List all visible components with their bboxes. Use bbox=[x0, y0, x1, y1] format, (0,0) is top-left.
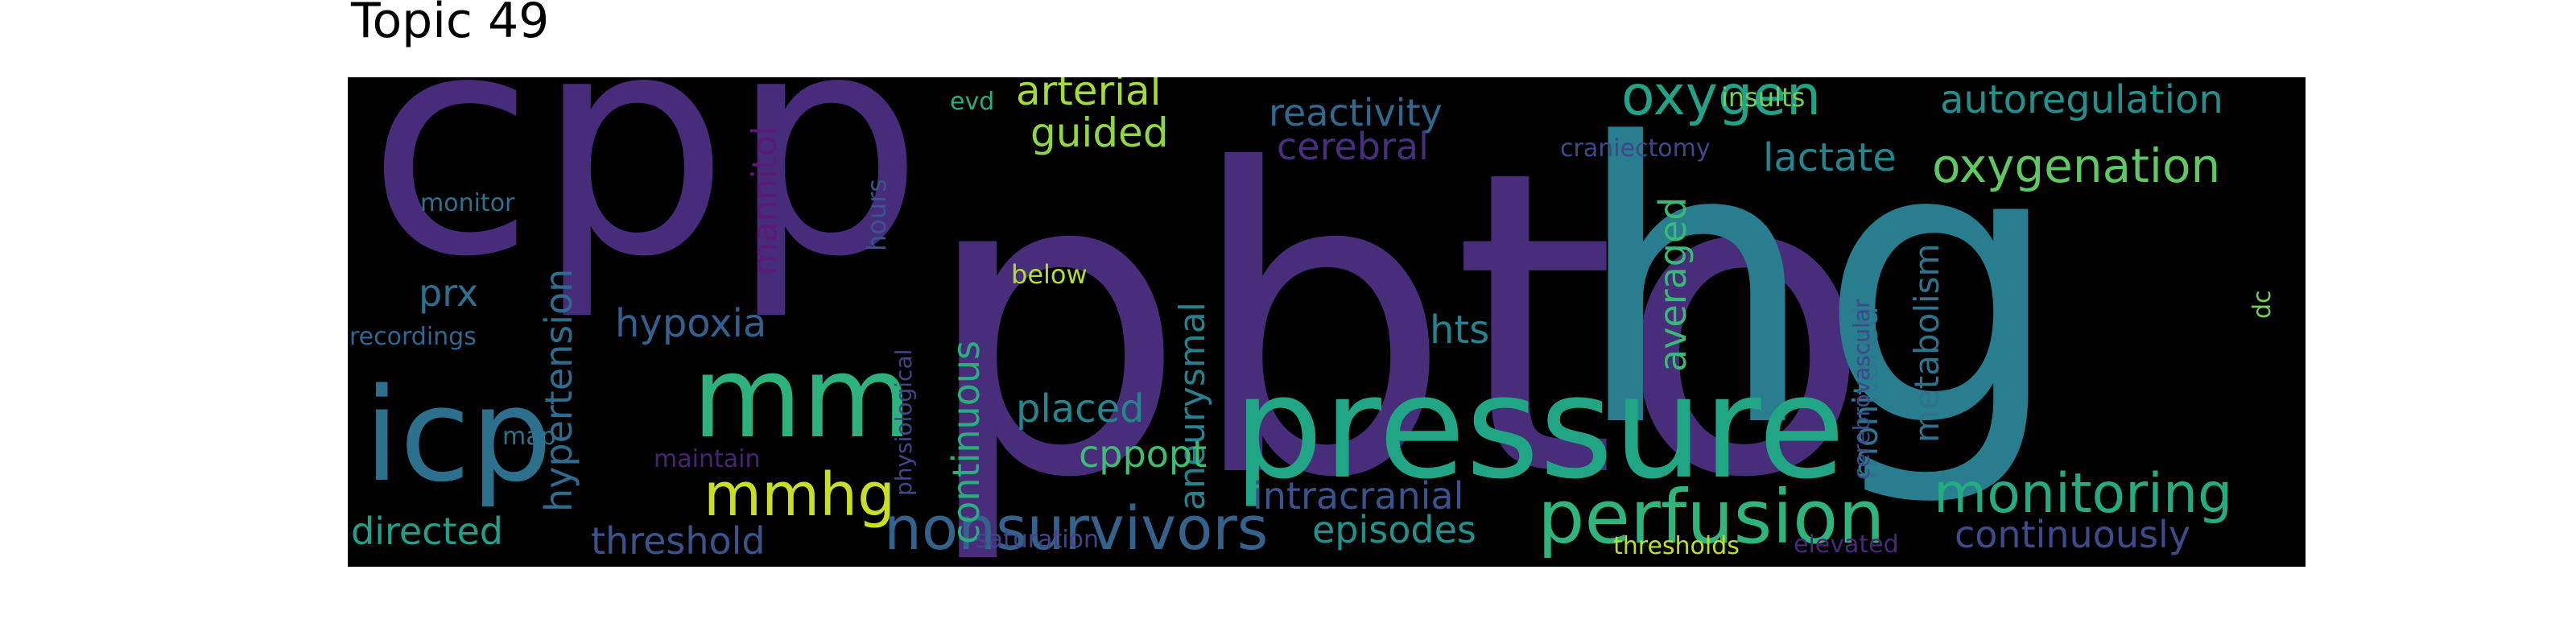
figure-title: Topic 49 bbox=[351, 0, 550, 49]
word-hts: hts bbox=[1430, 308, 1489, 353]
word-monitoring: monitoring bbox=[1934, 462, 2232, 526]
word-hours: hours bbox=[861, 179, 892, 251]
word-cppopt: cppopt bbox=[1079, 432, 1207, 476]
word-pbto: pbto bbox=[921, 81, 1872, 567]
word-elevated: elevated bbox=[1794, 530, 1899, 559]
word-dc: dc bbox=[2248, 290, 2277, 319]
word-evd: evd bbox=[950, 88, 994, 116]
word-prx: prx bbox=[419, 271, 478, 315]
word-averaged: averaged bbox=[1651, 196, 1695, 372]
word-map: map bbox=[502, 423, 556, 451]
word-episodes: episodes bbox=[1312, 508, 1476, 551]
word-guided: guided bbox=[1030, 109, 1169, 156]
word-mmhg: mmhg bbox=[704, 460, 895, 530]
word-craniectomy: craniectomy bbox=[1560, 134, 1711, 163]
word-nonsurvivors: nonsurvivors bbox=[884, 494, 1268, 564]
word-cpp: cpp bbox=[367, 77, 923, 324]
word-aneurysmal: aneurysmal bbox=[1172, 302, 1213, 510]
word-monitor: monitor bbox=[420, 189, 515, 217]
word-continuously: continuously bbox=[1955, 513, 2190, 556]
word-cloud-panel: pbto cpp hg pressure mm icp perfusion monitorin… bbox=[348, 77, 2306, 567]
word-cerebral: cerebral bbox=[1277, 125, 1429, 168]
word-pressure: pressure bbox=[1233, 345, 1845, 510]
word-lactate: lactate bbox=[1763, 135, 1897, 180]
word-placed: placed bbox=[1016, 386, 1145, 431]
word-icp: icp bbox=[364, 360, 552, 510]
word-perfusion: perfusion bbox=[1538, 474, 1885, 560]
word-saturation: saturation bbox=[976, 526, 1099, 554]
word-autoregulation: autoregulation bbox=[1940, 77, 2223, 122]
word-metabolism: metabolism bbox=[1907, 244, 1946, 443]
word-monitored: monitored bbox=[1846, 306, 1885, 480]
word-continuous: continuous bbox=[944, 341, 988, 544]
word-hg: hg bbox=[1573, 77, 2063, 512]
word-threshold: threshold bbox=[591, 519, 766, 563]
word-physiological: physiological bbox=[890, 349, 917, 496]
word-directed: directed bbox=[351, 510, 503, 553]
word-arterial: arterial bbox=[1016, 77, 1162, 114]
word-reactivity: reactivity bbox=[1269, 91, 1443, 134]
word-thresholds: thresholds bbox=[1613, 532, 1740, 560]
word-hypoxia: hypoxia bbox=[615, 301, 766, 346]
word-oxygen: oxygen bbox=[1621, 77, 1821, 128]
word-recordings: recordings bbox=[349, 323, 477, 351]
word-intracranial: intracranial bbox=[1253, 474, 1463, 518]
word-mannitol: mannitol bbox=[745, 126, 784, 275]
word-cerebrovascular: cerebrovascular bbox=[1848, 299, 1875, 480]
word-insults: insults bbox=[1721, 82, 1805, 113]
word-mm: mm bbox=[692, 332, 912, 464]
word-hypertension: hypertension bbox=[537, 269, 580, 512]
word-oxygenation: oxygenation bbox=[1932, 138, 2220, 193]
word-maintain: maintain bbox=[654, 445, 760, 473]
word-below: below bbox=[1011, 259, 1088, 290]
